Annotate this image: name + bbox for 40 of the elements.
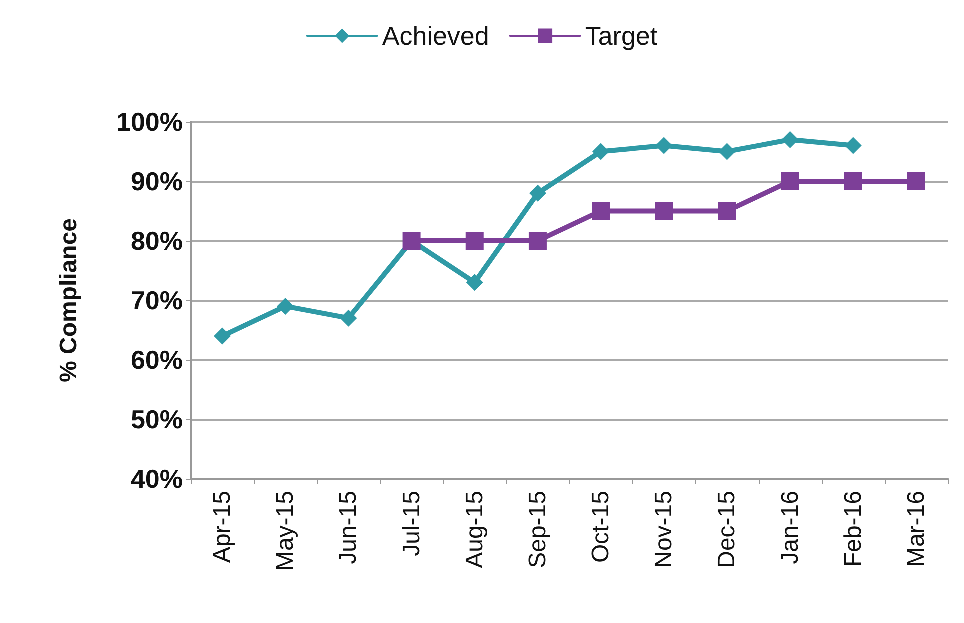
y-tick-label: 60% (130, 345, 183, 375)
y-tick-label: 40% (130, 464, 183, 494)
y-tick-label: 70% (130, 286, 183, 316)
y-tick-label: 50% (130, 404, 183, 434)
x-tick-label: Feb-16 (840, 491, 867, 568)
point (656, 137, 673, 154)
point (592, 143, 610, 160)
point (844, 137, 862, 154)
y-tick-label: 90% (130, 166, 183, 196)
point (340, 310, 358, 327)
y-tick-label: 100% (116, 107, 183, 137)
point (277, 298, 294, 315)
x-tick-label: Oct-15 (588, 491, 615, 564)
point (466, 274, 484, 292)
point (844, 172, 862, 190)
x-tick-label: Sep-15 (524, 491, 552, 568)
y-tick-label: 80% (130, 226, 183, 256)
point (655, 202, 674, 220)
x-tick-label: Mar-16 (902, 491, 930, 568)
point (718, 202, 736, 220)
point (466, 232, 484, 250)
point (592, 202, 610, 220)
point (529, 184, 546, 202)
x-tick-label: Apr-15 (209, 491, 236, 564)
x-tick-label: Jul-15 (398, 491, 426, 556)
y-axis-title: % Compliance (56, 218, 82, 383)
point (718, 143, 736, 160)
x-tick-label: Aug-15 (461, 491, 488, 568)
legend-label: Target (585, 21, 658, 51)
x-tick-label: Dec-15 (714, 491, 741, 568)
point (528, 232, 547, 250)
x-tick-label: Jan-16 (776, 491, 804, 564)
x-tick-label: May-15 (272, 491, 300, 572)
point (214, 328, 232, 345)
point (781, 172, 800, 190)
x-tick-label: Jun-15 (335, 491, 362, 564)
legend-label: Achieved (382, 21, 490, 51)
x-tick-label: Nov-15 (650, 491, 678, 568)
point (907, 172, 926, 190)
point (782, 131, 799, 148)
